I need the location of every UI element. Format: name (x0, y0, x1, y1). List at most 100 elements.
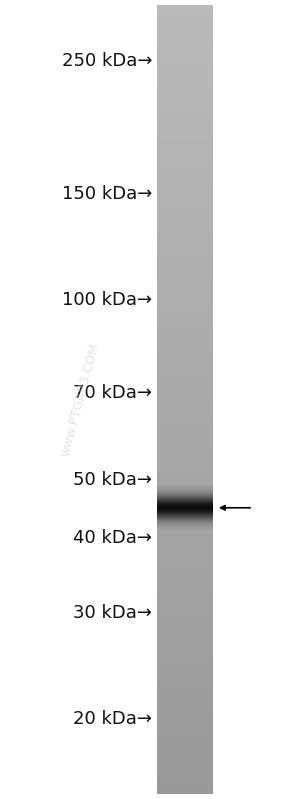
Bar (157, 233, 213, 237)
Bar (157, 525, 213, 528)
Bar (157, 562, 213, 565)
Bar (157, 173, 213, 176)
Bar (157, 365, 213, 368)
Bar (157, 483, 213, 487)
Bar (157, 439, 213, 442)
Text: www.PTGAB3.COM: www.PTGAB3.COM (58, 341, 101, 458)
Bar (157, 146, 213, 149)
Bar (157, 254, 213, 257)
Bar (157, 638, 213, 642)
Bar (157, 551, 213, 555)
Bar (157, 357, 213, 360)
Text: 70 kDa→: 70 kDa→ (73, 384, 152, 402)
Bar (157, 767, 213, 770)
Bar (157, 702, 213, 705)
Bar (157, 547, 213, 550)
Bar (157, 278, 213, 281)
Bar (157, 291, 213, 294)
Bar (157, 507, 213, 510)
Bar (157, 714, 213, 718)
Bar (157, 323, 213, 326)
Bar (157, 302, 213, 305)
Bar (157, 396, 213, 400)
Bar (157, 712, 213, 715)
Bar (157, 296, 213, 300)
Bar (157, 94, 213, 97)
Bar (157, 46, 213, 50)
Bar (157, 325, 213, 328)
Bar (157, 523, 213, 526)
Bar (157, 457, 213, 460)
Bar (157, 730, 213, 733)
Bar (157, 236, 213, 239)
Bar (157, 362, 213, 365)
Bar (157, 223, 213, 226)
Bar (157, 372, 213, 376)
Bar (157, 391, 213, 394)
Bar (157, 673, 213, 676)
Bar (157, 612, 213, 615)
Bar (157, 488, 213, 491)
Bar (157, 10, 213, 13)
Bar (157, 386, 213, 389)
Bar (157, 215, 213, 218)
Bar (157, 470, 213, 473)
Bar (157, 352, 213, 355)
Bar (157, 70, 213, 74)
Bar (157, 260, 213, 263)
Bar (157, 78, 213, 81)
Bar (157, 614, 213, 618)
Bar (157, 73, 213, 76)
Bar (157, 465, 213, 468)
Bar (157, 725, 213, 728)
Bar (157, 769, 213, 773)
Bar (157, 89, 213, 92)
Bar (157, 333, 213, 336)
Bar (157, 246, 213, 249)
Bar (157, 5, 213, 8)
Bar (157, 320, 213, 324)
Bar (157, 494, 213, 497)
Bar (157, 688, 213, 691)
Bar (157, 431, 213, 434)
Bar (157, 415, 213, 418)
Bar (157, 447, 213, 450)
Bar (157, 299, 213, 302)
Bar (157, 578, 213, 581)
Bar (157, 531, 213, 534)
Bar (157, 610, 213, 613)
Bar (157, 539, 213, 542)
Bar (157, 189, 213, 192)
Bar (157, 202, 213, 205)
Bar (157, 777, 213, 781)
Bar (157, 775, 213, 778)
Bar (157, 510, 213, 513)
Bar (157, 423, 213, 426)
Bar (157, 42, 213, 45)
Bar (157, 512, 213, 515)
Bar (157, 376, 213, 379)
Bar (157, 704, 213, 707)
Bar (157, 380, 213, 384)
Bar (157, 504, 213, 507)
Bar (157, 559, 213, 562)
Bar (157, 328, 213, 331)
Bar (157, 288, 213, 292)
Bar (157, 86, 213, 89)
Bar (157, 97, 213, 100)
Bar (157, 209, 213, 213)
Bar (157, 388, 213, 392)
Bar (157, 420, 213, 423)
Bar (157, 718, 213, 721)
Bar (157, 691, 213, 694)
Text: 40 kDa→: 40 kDa→ (73, 530, 152, 547)
Bar (157, 596, 213, 599)
Bar (157, 636, 213, 639)
Bar (157, 580, 213, 583)
Bar (157, 773, 213, 776)
Bar (157, 384, 213, 387)
Bar (157, 520, 213, 523)
Bar (157, 50, 213, 53)
Text: 30 kDa→: 30 kDa→ (73, 604, 152, 622)
Bar (157, 228, 213, 231)
